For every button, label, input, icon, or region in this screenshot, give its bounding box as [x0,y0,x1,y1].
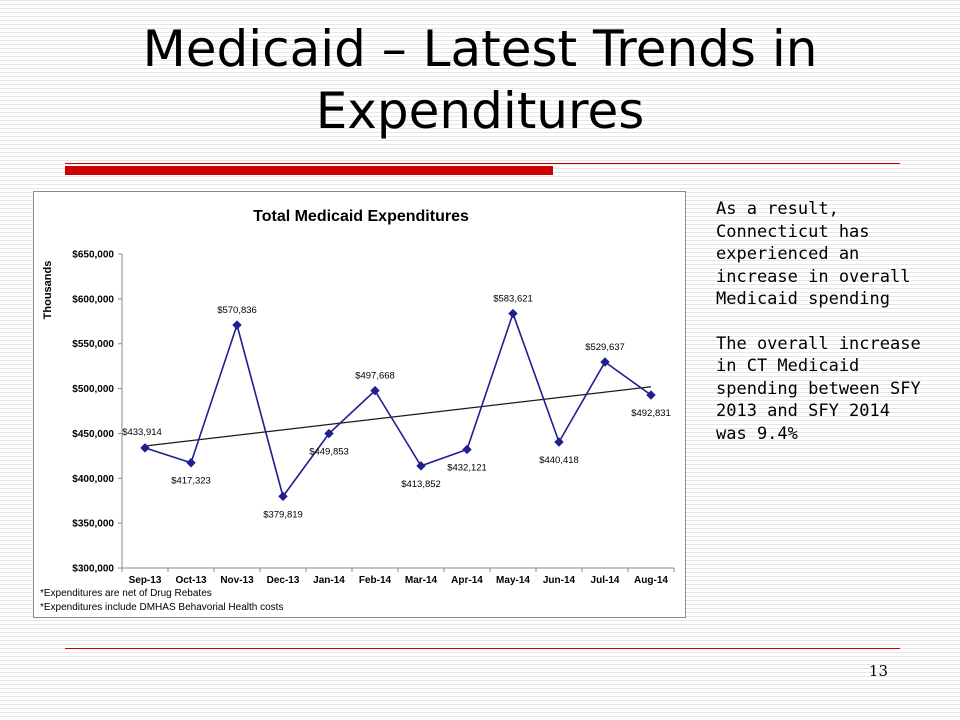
x-tick-label: Aug-14 [634,575,668,586]
x-tick-label: Mar-14 [405,575,438,586]
data-point-marker [416,461,426,471]
data-point-marker [278,491,288,502]
title-divider [65,163,900,164]
y-tick-label: $550,000 [72,339,114,350]
x-tick-label: Sep-13 [129,575,162,586]
data-point-marker [646,390,656,400]
data-point-marker [370,385,380,396]
data-label: $492,831 [631,408,671,419]
y-tick-label: $600,000 [72,294,114,305]
data-label: $379,819 [263,509,303,520]
data-label: $413,852 [401,479,441,490]
y-tick-label: $300,000 [72,564,114,575]
data-point-marker [600,357,610,367]
slide-title: Medicaid – Latest Trends in Expenditures [142,20,818,140]
chart-frame: Total Medicaid Expenditures Thousands $3… [33,191,686,618]
y-axis-label: Thousands [42,261,54,320]
title-accent-bar [65,166,553,175]
data-label: $417,323 [171,476,211,487]
expenditures-line-chart: Total Medicaid Expenditures Thousands $3… [40,208,675,613]
x-tick-label: Jan-14 [313,575,345,586]
y-tick-label: $500,000 [72,384,114,395]
increase-paragraph: The overall increase in CT Medicaid spen… [716,333,921,444]
x-axis-ticks: Sep-13 Oct-13 Nov-13 Dec-13 Jan-14 Feb-14 Mar-… [121,568,675,586]
result-paragraph: As a result, Connecticut has experienced… [716,199,911,309]
x-tick-label: Feb-14 [359,575,392,586]
y-tick-label: $450,000 [72,429,114,440]
data-label: $433,914 [122,427,162,438]
data-points [140,308,656,502]
y-tick-label: $400,000 [72,474,114,485]
x-tick-label: Nov-13 [220,575,254,586]
page-number: 13 [868,662,888,680]
footer-divider [65,648,900,649]
data-point-marker [462,444,472,455]
data-label: $432,121 [447,462,487,473]
x-tick-label: Jul-14 [591,575,620,586]
data-labels: $433,914 $417,323 $570,836 $379,819 $449,853… [122,294,671,521]
side-text: As a result, Connecticut has experienced… [716,198,926,467]
y-tick-label: $650,000 [72,250,114,261]
x-tick-label: Dec-13 [267,575,300,586]
data-point-marker [554,437,564,447]
chart-footnote: *Expenditures are net of Drug Rebates [40,588,212,599]
data-label: $440,418 [539,455,579,466]
data-label: $583,621 [493,294,533,305]
x-tick-label: May-14 [496,575,530,586]
data-point-marker [186,458,196,468]
data-label: $449,853 [309,447,349,458]
chart-footnote: *Expenditures include DMHAS Behavorial H… [40,602,283,613]
data-point-marker [324,428,334,439]
x-tick-label: Oct-13 [175,575,207,586]
y-tick-label: $350,000 [72,519,114,530]
data-label: $497,668 [355,371,395,382]
data-point-marker [140,443,150,453]
linear-trendline [144,386,652,447]
data-label: $570,836 [217,305,257,316]
data-point-marker [232,320,242,330]
chart-title: Total Medicaid Expenditures [253,208,469,225]
y-axis-ticks: $300,000 $350,000 $400,000 $450,000 $500,000… [72,250,122,575]
data-point-marker [508,308,518,319]
data-label: $529,637 [585,342,625,353]
series-line [144,311,652,499]
x-tick-label: Apr-14 [451,575,483,586]
x-tick-label: Jun-14 [543,575,576,586]
